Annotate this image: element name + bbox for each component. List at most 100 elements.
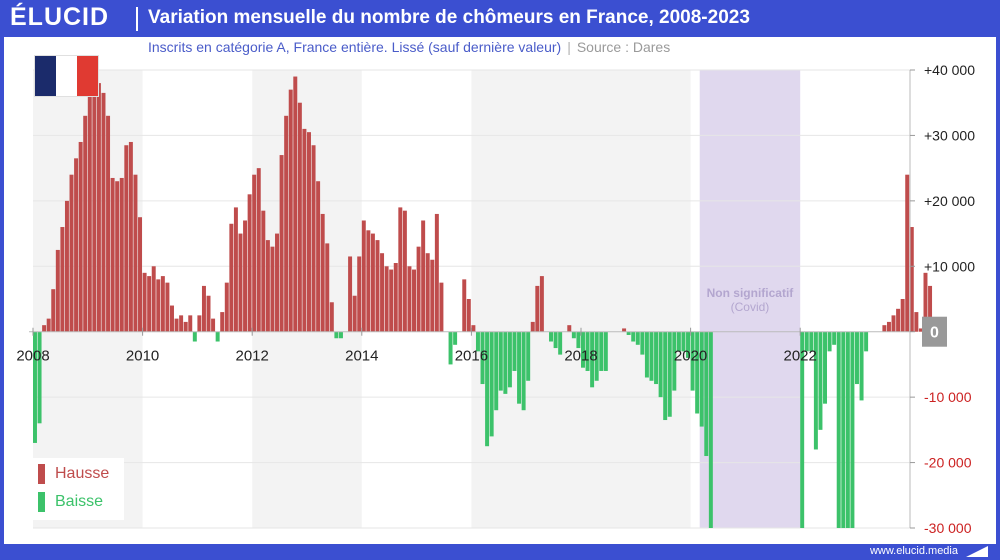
legend-label-hausse: Hausse — [55, 465, 110, 482]
bar-148 — [708, 331, 713, 528]
bar-38 — [206, 295, 211, 332]
bar-15 — [101, 92, 106, 332]
y-tick-label-20000: +20 000 — [924, 193, 975, 209]
bar-21 — [128, 141, 133, 332]
x-tick-label-2020: 2020 — [674, 348, 707, 365]
bar-169 — [804, 331, 809, 352]
bar-82 — [407, 266, 412, 332]
bar-193 — [914, 312, 919, 332]
bar-191 — [905, 174, 910, 332]
y-tick-label-30000: +30 000 — [924, 127, 975, 143]
bar-59 — [302, 128, 307, 332]
bar-170 — [809, 331, 814, 352]
bar-9 — [74, 158, 79, 332]
bar-86 — [425, 253, 430, 332]
bar-50 — [261, 210, 266, 332]
bar-114 — [553, 331, 558, 349]
page-title: Variation mensuelle du nombre de chômeur… — [148, 7, 750, 28]
legend-label-baisse: Baisse — [55, 493, 104, 510]
bar-195 — [923, 272, 928, 332]
x-tick-label-2018: 2018 — [564, 348, 597, 365]
bar-175 — [832, 331, 837, 345]
elucid-logo[interactable]: ÉLUCID — [10, 3, 110, 31]
bar-182 — [864, 331, 869, 352]
bar-84 — [416, 246, 421, 332]
bar-107 — [521, 331, 526, 411]
bar-105 — [512, 331, 517, 371]
bar-54 — [279, 155, 284, 332]
bar-111 — [539, 276, 544, 332]
bar-2 — [42, 325, 47, 332]
bar-78 — [389, 269, 394, 332]
y-zero-badge: 0 — [922, 316, 947, 347]
bar-131 — [631, 331, 636, 342]
bar-80 — [398, 207, 403, 332]
bar-71 — [357, 256, 362, 332]
bar-49 — [256, 168, 261, 332]
bar-3 — [46, 318, 51, 332]
bar-30 — [170, 305, 174, 332]
bar-146 — [699, 331, 704, 427]
bar-27 — [156, 279, 161, 332]
bar-196 — [928, 285, 933, 332]
bar-85 — [421, 220, 426, 332]
bar-147 — [704, 331, 709, 457]
bar-122 — [590, 331, 595, 388]
bar-26 — [151, 266, 156, 332]
bar-173 — [823, 331, 827, 404]
source-text: Source : Dares — [576, 39, 671, 55]
covid-annotation-title: Non significatif — [707, 286, 795, 300]
bar-45 — [238, 233, 243, 332]
bar-16 — [106, 115, 111, 332]
bar-23 — [138, 217, 142, 332]
chart-subtitle: Inscrits en catégorie A, France entière.… — [148, 39, 670, 55]
legend-swatch-hausse — [38, 464, 45, 484]
chart-axes — [29, 69, 915, 529]
footer-bar: www.elucid.media — [0, 544, 1000, 560]
bar-189 — [896, 308, 901, 332]
chart-legend: Hausse Baisse — [32, 458, 124, 520]
bar-63 — [320, 213, 325, 332]
bar-67 — [338, 331, 343, 339]
bar-138 — [663, 331, 668, 421]
bar-103 — [503, 331, 508, 394]
subtitle-separator: | — [567, 39, 571, 55]
covid-annotation-note: (Covid) — [731, 300, 770, 314]
footer-url[interactable]: www.elucid.media — [869, 545, 958, 557]
bar-7 — [64, 200, 69, 332]
bar-109 — [530, 321, 535, 332]
bar-179 — [850, 331, 855, 528]
bar-100 — [489, 331, 494, 437]
chart-area: 2008 2010 2012 2014 2016 2018 2020 2022 +40 000 +… — [16, 62, 975, 536]
bar-36 — [197, 315, 202, 332]
bar-117 — [567, 325, 572, 332]
bar-104 — [507, 331, 512, 388]
bar-14 — [96, 83, 101, 332]
bar-139 — [667, 331, 672, 417]
bar-124 — [599, 331, 604, 371]
bar-81 — [402, 210, 407, 332]
bar-190 — [900, 299, 905, 332]
legend-item-hausse: Hausse — [38, 464, 109, 484]
bar-56 — [288, 89, 293, 332]
bar-141 — [676, 331, 681, 352]
bar-77 — [384, 266, 389, 332]
bar-61 — [311, 145, 316, 332]
bar-144 — [690, 331, 695, 391]
bar-91 — [448, 331, 453, 365]
legend-swatch-baisse — [38, 492, 45, 512]
subtitle-text: Inscrits en catégorie A, France entière.… — [148, 39, 562, 55]
bar-43 — [229, 223, 234, 332]
bar-172 — [818, 331, 823, 430]
year-band-2016 — [471, 70, 581, 528]
bar-88 — [434, 213, 439, 332]
bar-31 — [174, 318, 179, 332]
bar-106 — [517, 331, 522, 404]
bar-95 — [466, 299, 471, 332]
bar-73 — [366, 230, 371, 332]
y-zero-badge-box — [922, 316, 947, 347]
flag-red-stripe — [77, 56, 98, 96]
bar-102 — [498, 331, 503, 391]
bar-53 — [275, 233, 279, 332]
elucid-mark-icon — [966, 546, 988, 557]
